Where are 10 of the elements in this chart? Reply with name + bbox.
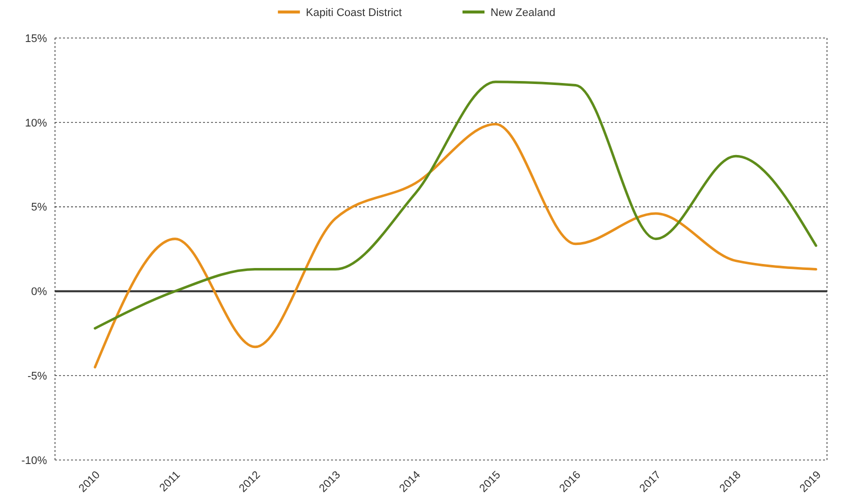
line-series bbox=[94, 122, 818, 368]
y-tick-label: 10% bbox=[24, 117, 48, 130]
y-tick-label: 15% bbox=[24, 32, 48, 45]
y-tick-label: 0% bbox=[31, 286, 48, 298]
legend-label: Kapiti Coast District bbox=[306, 6, 402, 19]
y-tick-label: 5% bbox=[31, 202, 48, 214]
line-series bbox=[94, 80, 818, 330]
legend-label: New Zealand bbox=[490, 6, 556, 19]
y-tick-label: -10% bbox=[21, 454, 48, 467]
y-tick-label: -5% bbox=[27, 370, 48, 382]
